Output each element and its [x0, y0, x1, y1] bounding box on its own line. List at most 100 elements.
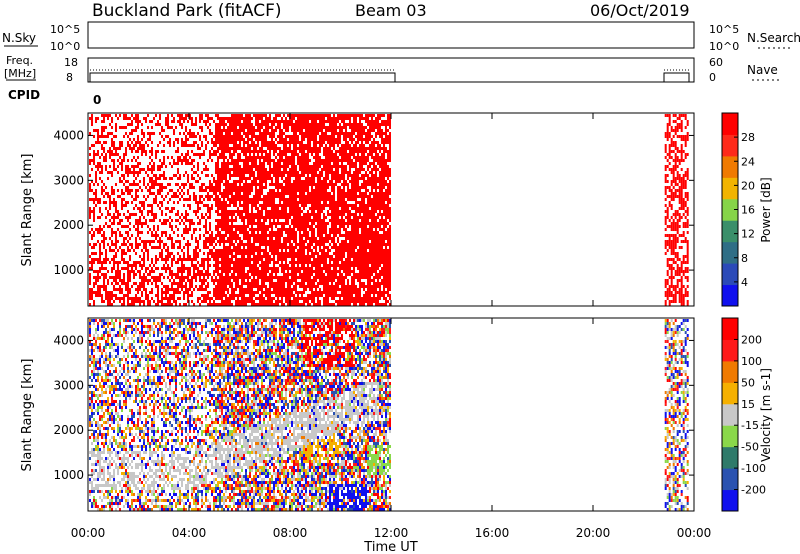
power-cell [333, 123, 335, 126]
power-cell [315, 168, 317, 171]
power-cell [255, 297, 257, 300]
power-cell [311, 183, 313, 186]
power-cell [123, 183, 125, 186]
power-cell [175, 195, 177, 198]
power-cell [171, 246, 173, 249]
power-cell [109, 132, 111, 135]
power-cell [323, 186, 325, 189]
power-cell [217, 234, 219, 237]
power-cell [157, 258, 159, 261]
power-cell [285, 183, 287, 186]
power-cell [137, 183, 139, 186]
power-cell [113, 204, 115, 207]
power-cell [221, 222, 223, 225]
power-cell [235, 165, 237, 168]
power-cell [221, 213, 223, 216]
power-cell [187, 258, 189, 261]
power-cell [283, 189, 285, 192]
power-cell [319, 222, 321, 225]
power-cell [261, 291, 263, 294]
power-cell [281, 213, 283, 216]
power-cell [269, 159, 271, 162]
power-cell [257, 249, 259, 252]
power-cell [89, 174, 91, 177]
power-cell [251, 189, 253, 192]
power-cell [279, 255, 281, 258]
power-cell [241, 114, 243, 117]
power-cell [239, 294, 241, 297]
power-cell [263, 204, 265, 207]
power-cell [163, 285, 165, 288]
power-cell [333, 291, 335, 294]
power-cell [207, 192, 209, 195]
power-cell [231, 267, 233, 270]
power-cell [147, 300, 149, 303]
power-cell [157, 297, 159, 300]
power-cell [305, 270, 307, 273]
power-cell [199, 234, 201, 237]
power-cell [131, 165, 133, 168]
power-cell [263, 234, 265, 237]
power-cell [115, 252, 117, 255]
power-cell [175, 261, 177, 264]
power-cell [305, 147, 307, 150]
power-cell [287, 174, 289, 177]
power-cell [301, 156, 303, 159]
power-cell [257, 282, 259, 285]
power-cell [179, 174, 181, 177]
power-cell [115, 240, 117, 243]
power-cell [233, 273, 235, 276]
power-cell [239, 126, 241, 129]
power-cell [295, 177, 297, 180]
power-cell [215, 165, 217, 168]
power-cell [171, 303, 173, 306]
power-cell [243, 249, 245, 252]
power-cell [259, 147, 261, 150]
power-cell [115, 129, 117, 132]
power-cell [323, 240, 325, 243]
power-cell [295, 153, 297, 156]
power-cell [155, 177, 157, 180]
power-cell [117, 228, 119, 231]
power-cell [333, 276, 335, 279]
power-cell [133, 225, 135, 228]
power-cell [273, 267, 275, 270]
power-cell [269, 174, 271, 177]
power-cell [215, 258, 217, 261]
power-cell [93, 150, 95, 153]
power-cell [131, 150, 133, 153]
power-cell [333, 294, 335, 297]
power-cell [193, 303, 195, 306]
power-cell [273, 168, 275, 171]
power-cell [245, 237, 247, 240]
power-cell [269, 297, 271, 300]
power-cell [219, 156, 221, 159]
power-cell [185, 162, 187, 165]
power-cell [303, 123, 305, 126]
power-cell [273, 165, 275, 168]
power-cell [299, 291, 301, 294]
power-cell [245, 198, 247, 201]
power-cell [323, 192, 325, 195]
power-cell [257, 129, 259, 132]
power-cell [209, 117, 211, 120]
power-cell [205, 246, 207, 249]
power-cell [235, 162, 237, 165]
power-cell [241, 135, 243, 138]
power-cell [265, 177, 267, 180]
power-cell [123, 276, 125, 279]
power-cell [133, 213, 135, 216]
power-cell [121, 180, 123, 183]
power-cell [247, 291, 249, 294]
power-cell [269, 162, 271, 165]
power-cell [163, 243, 165, 246]
power-cell [229, 117, 231, 120]
power-cell [243, 132, 245, 135]
power-cell [275, 234, 277, 237]
power-cell [269, 234, 271, 237]
power-cell [101, 267, 103, 270]
power-cell [237, 258, 239, 261]
power-cell [101, 144, 103, 147]
power-cell [275, 177, 277, 180]
power-cell [225, 204, 227, 207]
